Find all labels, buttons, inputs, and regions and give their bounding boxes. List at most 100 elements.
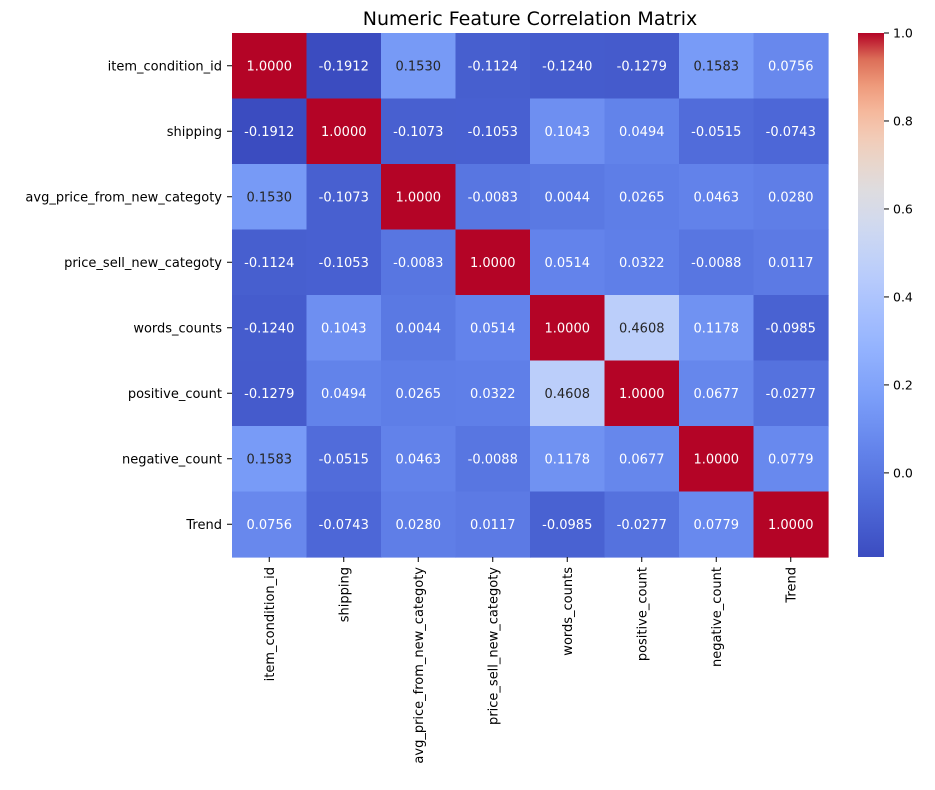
cell-value-label: 1.0000 [470,256,516,271]
heatmap-cell [753,491,829,558]
heatmap-cell [753,360,829,427]
heatmap-cell [753,33,829,100]
cell-value-label: -0.0088 [468,452,518,467]
cell-value-label: 0.0494 [619,125,665,140]
cell-value-label: 1.0000 [321,125,367,140]
heatmap-cell [530,360,606,427]
x-tick-label: item_condition_id [263,567,278,681]
y-tick-label: words_counts [133,321,222,336]
colorbar-gradient [858,33,884,557]
cell-value-label: -0.1124 [468,59,518,74]
heatmap-cell [679,426,755,493]
cell-value-label: -0.0515 [319,452,369,467]
cell-value-label: 0.0514 [470,321,516,336]
heatmap-cell [306,33,382,100]
cell-value-label: 0.0044 [396,321,442,336]
heatmap-cell [679,229,755,296]
cell-value-label: -0.0083 [393,256,443,271]
heatmap-cell [604,98,680,165]
cell-value-label: 0.0756 [768,59,814,74]
heatmap-cell [455,33,531,100]
cell-value-label: -0.1240 [244,321,294,336]
x-tick-label: shipping [337,567,352,622]
cell-value-label: -0.1053 [319,256,369,271]
cell-value-label: 0.1583 [247,452,293,467]
heatmap-cell [381,98,457,165]
cell-value-label: 0.1530 [247,190,293,205]
cell-value-label: 0.1178 [545,452,591,467]
cell-value-label: -0.1240 [542,59,592,74]
cell-value-label: 0.0265 [619,190,665,205]
cell-value-label: -0.0277 [766,387,816,402]
heatmap-cell [381,426,457,493]
y-tick-labels: item_condition_id shipping avg_price_from_… [25,59,232,533]
cell-value-label: 0.0280 [768,190,814,205]
heatmap-cell [530,98,606,165]
cell-value-label: 0.0265 [396,387,442,402]
cell-value-label: 1.0000 [694,452,740,467]
heatmap-cells: 1.0000 -0.1912 0.1530 -0.1124 -0.1240 -0.1279… [232,33,829,558]
cell-value-label: 0.1043 [545,125,591,140]
cell-value-label: 1.0000 [768,518,814,533]
heatmap-cell [455,164,531,231]
x-tick-label: Trend [784,567,799,604]
heatmap-cell [604,360,680,427]
cell-value-label: -0.0985 [766,321,816,336]
y-tick-label: item_condition_id [108,59,222,74]
heatmap-cell [306,360,382,427]
colorbar-tick-label: 0.0 [893,465,913,480]
chart-title: Numeric Feature Correlation Matrix [363,8,698,30]
heatmap-cell [306,229,382,296]
heatmap-cell [530,164,606,231]
cell-value-label: 0.0117 [768,256,814,271]
heatmap-cell [306,426,382,493]
cell-value-label: -0.1912 [319,59,369,74]
y-tick-label: negative_count [122,452,222,467]
heatmap-cell [455,491,531,558]
heatmap-cell [679,360,755,427]
heatmap-cell [604,164,680,231]
cell-value-label: 1.0000 [396,190,442,205]
heatmap-cell [604,229,680,296]
heatmap-cell [679,98,755,165]
heatmap-cell [530,229,606,296]
cell-value-label: 0.0514 [545,256,591,271]
heatmap-cell [604,295,680,362]
cell-value-label: 0.0756 [247,518,293,533]
cell-value-label: 0.0322 [470,387,516,402]
heatmap-cell [306,491,382,558]
heatmap-cell [306,98,382,165]
cell-value-label: -0.1279 [244,387,294,402]
cell-value-label: 0.0494 [321,387,367,402]
heatmap-cell [530,33,606,100]
cell-value-label: -0.0743 [319,518,369,533]
cell-value-label: -0.0515 [691,125,741,140]
heatmap-cell [753,98,829,165]
colorbar: 0.0 0.2 0.4 0.6 0.8 1.0 [858,26,913,557]
heatmap-cell [753,164,829,231]
heatmap-cell [232,98,308,165]
heatmap-cell [679,33,755,100]
heatmap-cell [530,426,606,493]
heatmap-cell [679,295,755,362]
y-tick-label: shipping [167,125,222,140]
cell-value-label: 0.1178 [694,321,740,336]
cell-value-label: 0.1583 [694,59,740,74]
cell-value-label: -0.0743 [766,125,816,140]
heatmap-cell [604,491,680,558]
cell-value-label: 0.1043 [321,321,367,336]
cell-value-label: 0.0044 [545,190,591,205]
heatmap-cell [232,360,308,427]
cell-value-label: -0.1073 [393,125,443,140]
colorbar-tick-label: 0.4 [893,289,913,304]
heatmap-cell [455,229,531,296]
cell-value-label: 0.0779 [768,452,814,467]
heatmap-cell [381,164,457,231]
x-tick-labels: item_condition_id shipping avg_price_from_… [263,557,799,764]
x-tick-label: avg_price_from_new_categoty [412,567,427,764]
heatmap-cell [232,295,308,362]
colorbar-tick-label: 0.6 [893,201,913,216]
heatmap-cell [381,491,457,558]
cell-value-label: 1.0000 [247,59,293,74]
